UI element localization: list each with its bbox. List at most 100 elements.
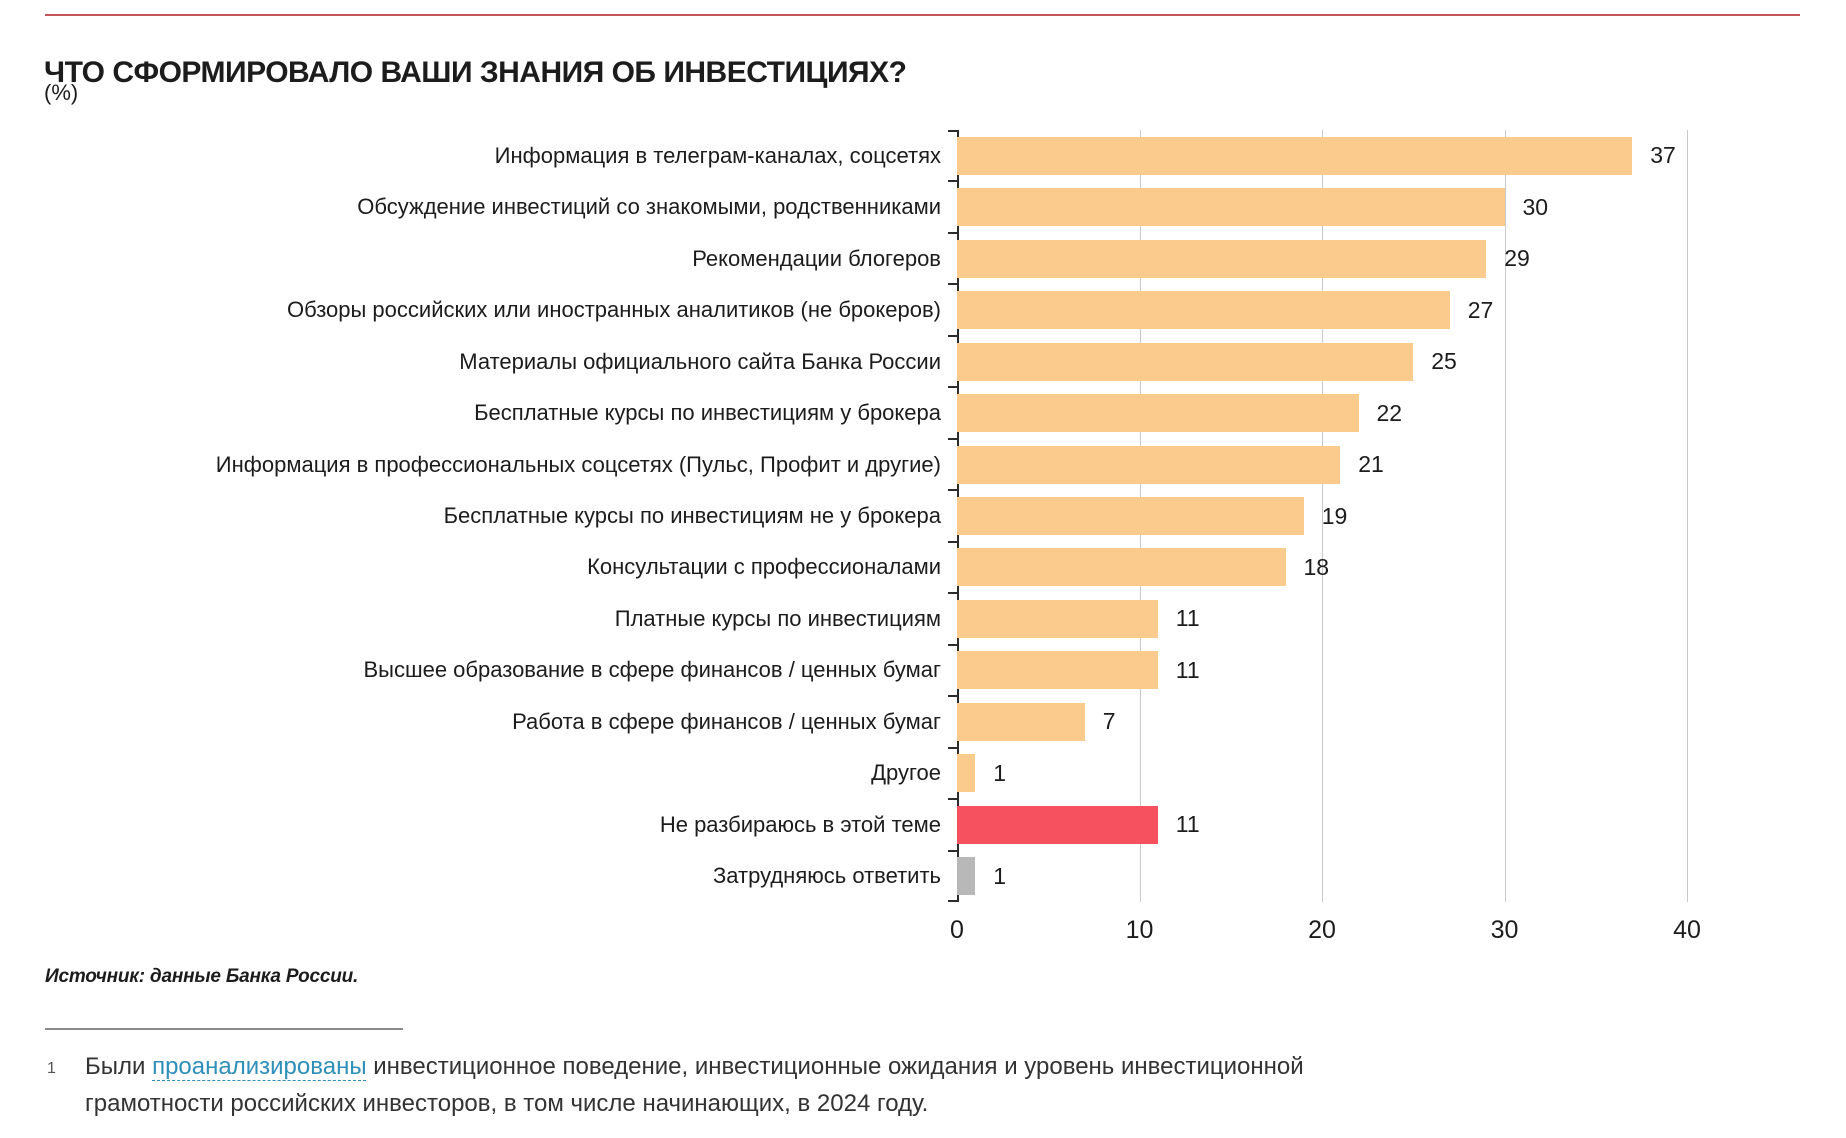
- bar-orange: [957, 136, 1633, 175]
- chart-row: Рекомендации блогеров 29: [0, 233, 1846, 284]
- bar-orange: [957, 599, 1158, 638]
- chart-row: Затрудняюсь ответить 1: [0, 851, 1846, 902]
- bar-rows: Информация в телеграм-каналах, соцсетях 3…: [0, 130, 1846, 902]
- gridline-40: [1687, 130, 1688, 902]
- value-label: 30: [1522, 193, 1549, 220]
- y-axis-tick: [948, 283, 957, 286]
- value-label: 1: [993, 759, 1007, 786]
- category-label: Консультации с профессионалами: [587, 554, 941, 580]
- y-axis-tick: [948, 386, 957, 389]
- bar-track: 11: [957, 799, 1846, 850]
- chart-row: Бесплатные курсы по инвестициям у брокер…: [0, 387, 1846, 438]
- y-axis-tick: [948, 334, 957, 337]
- y-axis-tick: [948, 695, 957, 698]
- category-label: Платные курсы по инвестициям: [614, 605, 941, 631]
- category-label: Высшее образование в сфере финансов / це…: [363, 657, 941, 683]
- y-axis-tick: [948, 180, 957, 183]
- y-axis-tick: [948, 746, 957, 749]
- value-label: 37: [1650, 142, 1676, 169]
- chart-row: Обсуждение инвестиций со знакомыми, родс…: [0, 181, 1846, 232]
- footnote-marker: 1: [47, 1060, 56, 1077]
- chart-row: Не разбираюсь в этой теме 11: [0, 799, 1846, 850]
- value-label: 7: [1102, 708, 1116, 735]
- bar-gray: [957, 857, 976, 896]
- bar-orange: [957, 188, 1505, 227]
- category-label: Бесплатные курсы по инвестициям не у бро…: [443, 503, 941, 529]
- bar-orange: [957, 394, 1359, 433]
- x-axis-label-40: 40: [1673, 916, 1701, 944]
- value-label: 11: [1175, 605, 1200, 632]
- value-label: 21: [1358, 451, 1384, 478]
- footnote-text-line2: грамотности российских инвесторов, в том…: [85, 1090, 929, 1117]
- chart-units-label: (%): [44, 80, 79, 105]
- bar-track: 11: [957, 645, 1846, 696]
- bar-track: 7: [957, 696, 1846, 747]
- category-label: Бесплатные курсы по инвестициям у брокер…: [474, 400, 941, 426]
- category-label: Не разбираюсь в этой теме: [659, 811, 941, 837]
- chart-row: Материалы официального сайта Банка Росси…: [0, 336, 1846, 387]
- bar-orange: [957, 548, 1286, 587]
- category-label: Другое: [871, 760, 941, 786]
- bar-chart: Информация в телеграм-каналах, соцсетях 3…: [0, 128, 1846, 958]
- category-label: Обсуждение инвестиций со знакомыми, родс…: [357, 194, 941, 220]
- value-label: 11: [1175, 656, 1200, 683]
- chart-row: Бесплатные курсы по инвестициям не у бро…: [0, 490, 1846, 541]
- category-label: Работа в сфере финансов / ценных бумаг: [512, 708, 941, 734]
- category-label: Затрудняюсь ответить: [712, 863, 941, 889]
- y-axis-tick: [948, 540, 957, 543]
- bar-red: [957, 805, 1158, 844]
- category-label: Информация в профессиональных соцсетях (…: [215, 451, 941, 477]
- bar-track: 29: [957, 233, 1846, 284]
- footnote-text-after-link: инвестиционное поведение, инвестиционные…: [366, 1053, 1304, 1080]
- bar-track: 21: [957, 439, 1846, 490]
- y-axis-tick: [948, 437, 957, 440]
- bar-track: 1: [957, 748, 1846, 799]
- y-axis-tick: [948, 643, 957, 646]
- gridline-20: [1322, 130, 1323, 902]
- y-axis-tick: [948, 592, 957, 595]
- bar-track: 19: [957, 490, 1846, 541]
- footnote: 1 Были проанализированы инвестиционное по…: [45, 1048, 1685, 1122]
- value-label: 27: [1467, 296, 1494, 323]
- footnote-text-before-link: Были: [85, 1053, 153, 1080]
- y-axis-tick: [948, 849, 957, 852]
- chart-row: Платные курсы по инвестициям 11: [0, 593, 1846, 644]
- y-axis-tick: [948, 900, 957, 902]
- value-label: 19: [1321, 502, 1348, 529]
- footnote-divider-line: [45, 1028, 403, 1030]
- chart-row: Обзоры российских или иностранных аналит…: [0, 284, 1846, 335]
- value-label: 1: [993, 862, 1007, 889]
- chart-row: Высшее образование в сфере финансов / це…: [0, 645, 1846, 696]
- x-axis-label-30: 30: [1490, 916, 1519, 944]
- y-axis-tick: [948, 798, 957, 801]
- footnote-link[interactable]: проанализированы: [152, 1053, 367, 1080]
- x-axis-label-0: 0: [950, 916, 964, 944]
- bar-orange: [957, 239, 1487, 278]
- chart-row: Работа в сфере финансов / ценных бумаг 7: [0, 696, 1846, 747]
- category-label: Материалы официального сайта Банка Росси…: [459, 348, 941, 374]
- bar-track: 18: [957, 542, 1846, 593]
- bar-track: 1: [957, 851, 1846, 902]
- gridline-30: [1504, 130, 1506, 902]
- bar-track: 11: [957, 593, 1846, 644]
- chart-row: Информация в телеграм-каналах, соцсетях 3…: [0, 130, 1846, 181]
- y-axis-tick: [948, 231, 957, 234]
- y-axis-tick: [948, 130, 957, 132]
- page-title: ЧТО СФОРМИРОВАЛО ВАШИ ЗНАНИЯ ОБ ИНВЕСТИЦ…: [44, 56, 907, 90]
- x-axis-label-20: 20: [1308, 916, 1336, 944]
- value-label: 11: [1175, 811, 1200, 838]
- bar-orange: [957, 445, 1341, 484]
- chart-row: Консультации с профессионалами 18: [0, 542, 1846, 593]
- y-axis-tick: [948, 489, 957, 492]
- top-divider-line: [45, 14, 1800, 16]
- bar-orange: [957, 342, 1414, 381]
- source-note: Источник: данные Банка России.: [45, 966, 359, 987]
- bar-track: 27: [957, 284, 1846, 335]
- bar-track: 22: [957, 387, 1846, 438]
- bar-orange: [957, 702, 1085, 741]
- bar-orange: [957, 291, 1450, 330]
- value-label: 18: [1303, 553, 1330, 580]
- value-label: 29: [1504, 245, 1530, 272]
- value-label: 22: [1376, 399, 1403, 426]
- category-label: Рекомендации блогеров: [692, 245, 941, 271]
